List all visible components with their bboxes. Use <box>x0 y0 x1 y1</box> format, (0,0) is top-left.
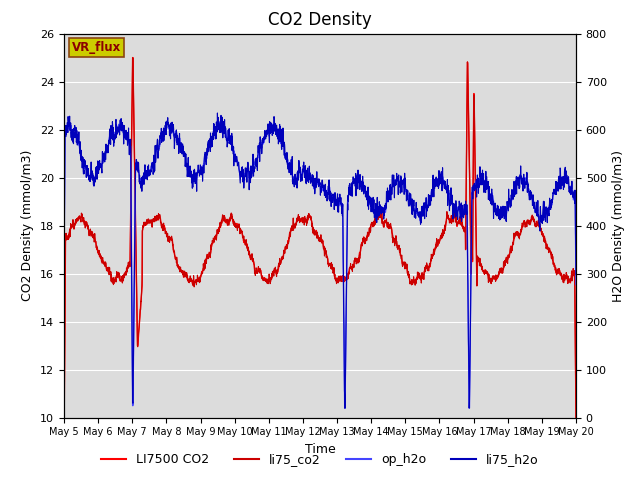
Legend: LI7500 CO2, li75_co2, op_h2o, li75_h2o: LI7500 CO2, li75_co2, op_h2o, li75_h2o <box>96 448 544 471</box>
Title: CO2 Density: CO2 Density <box>268 11 372 29</box>
Y-axis label: H2O Density (mmol/m3): H2O Density (mmol/m3) <box>612 150 625 301</box>
X-axis label: Time: Time <box>305 443 335 456</box>
Y-axis label: CO2 Density (mmol/m3): CO2 Density (mmol/m3) <box>22 150 35 301</box>
Text: VR_flux: VR_flux <box>72 41 121 54</box>
